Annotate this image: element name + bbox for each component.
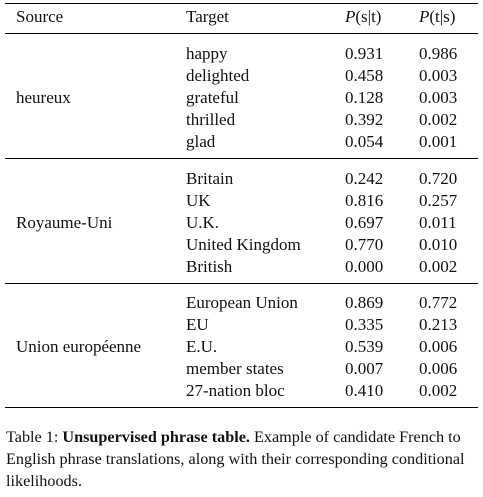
table-row: 27-nation bloc 0.410 0.002 xyxy=(0,380,483,402)
table-row: British 0.000 0.002 xyxy=(0,256,483,278)
p-t-given-s-cell: 0.002 xyxy=(419,381,458,400)
target-cell: member states xyxy=(186,359,284,378)
p-s-given-t-cell: 0.770 xyxy=(345,235,384,254)
target-cell: E.U. xyxy=(186,337,218,356)
caption-title: Unsupervised phrase table. xyxy=(62,428,250,446)
p-s-given-t-cell: 0.539 xyxy=(345,337,384,356)
p-s-given-t-cell: 0.054 xyxy=(345,132,384,151)
target-cell: glad xyxy=(186,132,216,151)
caption-text: Example of candidate French to English p… xyxy=(6,428,465,490)
p-t-given-s-cell: 0.213 xyxy=(419,315,458,334)
header-p-s-given-t-symbol: P xyxy=(345,7,356,26)
source-word: heureux xyxy=(16,88,71,107)
header-p-s-given-t: P(s|t) xyxy=(345,6,381,28)
p-t-given-s-cell: 0.986 xyxy=(419,44,458,63)
p-t-given-s-cell: 0.003 xyxy=(419,88,458,107)
table-row: thrilled 0.392 0.002 xyxy=(0,109,483,131)
p-s-given-t-cell: 0.458 xyxy=(345,66,384,85)
table-row: grateful 0.128 0.003 xyxy=(0,87,483,109)
p-s-given-t-cell: 0.931 xyxy=(345,44,384,63)
table-row: Britain 0.242 0.720 xyxy=(0,168,483,190)
p-t-given-s-cell: 0.001 xyxy=(419,132,458,151)
p-t-given-s-cell: 0.772 xyxy=(419,293,458,312)
p-s-given-t-cell: 0.335 xyxy=(345,315,384,334)
p-t-given-s-cell: 0.257 xyxy=(419,191,458,210)
p-t-given-s-cell: 0.006 xyxy=(419,337,458,356)
table-row: happy 0.931 0.986 xyxy=(0,43,483,65)
target-cell: thrilled xyxy=(186,110,236,129)
table-group-rule xyxy=(5,158,478,159)
target-cell: grateful xyxy=(186,88,239,107)
table-row: UK 0.816 0.257 xyxy=(0,190,483,212)
p-t-given-s-cell: 0.010 xyxy=(419,235,458,254)
p-t-given-s-cell: 0.002 xyxy=(419,110,458,129)
p-t-given-s-cell: 0.011 xyxy=(419,213,457,232)
p-s-given-t-cell: 0.242 xyxy=(345,169,384,188)
header-target: Target xyxy=(186,7,229,26)
table-row: glad 0.054 0.001 xyxy=(0,131,483,153)
target-cell: United Kingdom xyxy=(186,235,301,254)
header-p-t-given-s-args: (t|s) xyxy=(429,7,456,26)
table-header-rule xyxy=(5,33,478,34)
table-row: EU 0.335 0.213 xyxy=(0,314,483,336)
p-s-given-t-cell: 0.410 xyxy=(345,381,384,400)
table-row: European Union 0.869 0.772 xyxy=(0,292,483,314)
target-cell: delighted xyxy=(186,66,250,85)
header-source: Source xyxy=(16,7,64,26)
p-s-given-t-cell: 0.392 xyxy=(345,110,384,129)
p-s-given-t-cell: 0.869 xyxy=(345,293,384,312)
table-bottom-rule xyxy=(5,407,478,408)
p-t-given-s-cell: 0.003 xyxy=(419,66,458,85)
p-s-given-t-cell: 0.000 xyxy=(345,257,384,276)
table-row: member states 0.007 0.006 xyxy=(0,358,483,380)
target-cell: UK xyxy=(186,191,211,210)
p-s-given-t-cell: 0.128 xyxy=(345,88,384,107)
source-word: Royaume-Uni xyxy=(16,213,113,232)
table-top-rule xyxy=(5,3,478,4)
table-caption: Table 1: Unsupervised phrase table. Exam… xyxy=(6,426,478,492)
table-row: United Kingdom 0.770 0.010 xyxy=(0,234,483,256)
p-s-given-t-cell: 0.816 xyxy=(345,191,384,210)
target-cell: 27-nation bloc xyxy=(186,381,285,400)
header-p-t-given-s-symbol: P xyxy=(419,7,430,26)
p-t-given-s-cell: 0.002 xyxy=(419,257,458,276)
header-p-t-given-s: P(t|s) xyxy=(419,6,455,28)
p-t-given-s-cell: 0.720 xyxy=(419,169,458,188)
header-p-s-given-t-args: (s|t) xyxy=(355,7,382,26)
table-row: E.U. 0.539 0.006 xyxy=(0,336,483,358)
source-word: Union européenne xyxy=(16,337,142,356)
p-s-given-t-cell: 0.007 xyxy=(345,359,384,378)
target-cell: EU xyxy=(186,315,209,334)
target-cell: Britain xyxy=(186,169,234,188)
caption-label: Table 1: xyxy=(6,428,59,446)
table-group-rule xyxy=(5,283,478,284)
target-cell: U.K. xyxy=(186,213,220,232)
p-s-given-t-cell: 0.697 xyxy=(345,213,384,232)
target-cell: British xyxy=(186,257,233,276)
target-cell: happy xyxy=(186,44,228,63)
target-cell: European Union xyxy=(186,293,298,312)
table-row: U.K. 0.697 0.011 xyxy=(0,212,483,234)
table-row: delighted 0.458 0.003 xyxy=(0,65,483,87)
p-t-given-s-cell: 0.006 xyxy=(419,359,458,378)
